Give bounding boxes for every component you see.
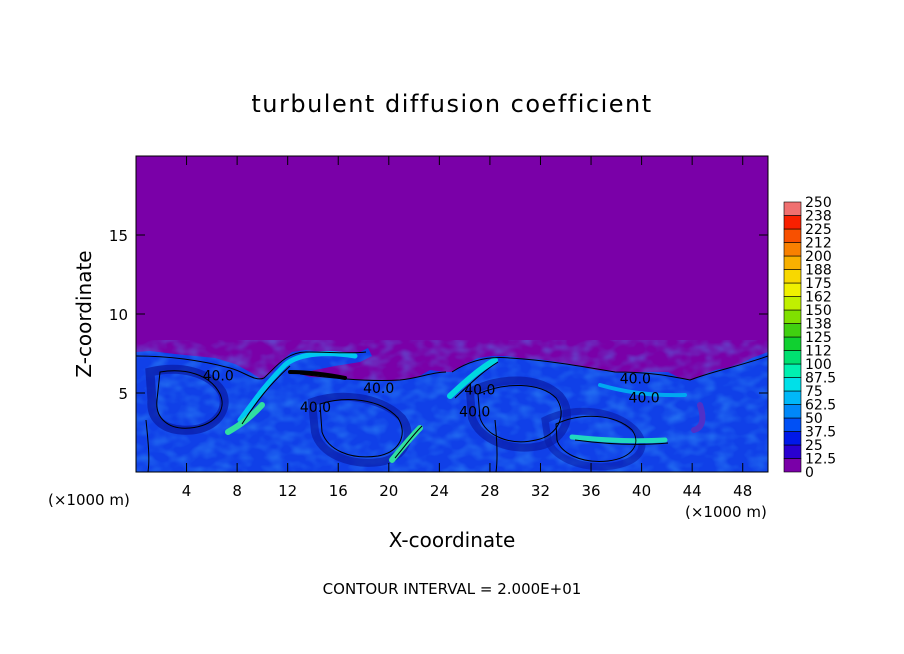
x-tick-label: 32 xyxy=(531,482,550,500)
colorbar-label: 250 xyxy=(805,195,832,211)
contour-lines xyxy=(136,351,768,472)
colorbar-swatch xyxy=(783,390,802,405)
colorbar-label: 225 xyxy=(805,222,832,238)
colorbar-swatch xyxy=(783,363,802,378)
x-tick-label: 12 xyxy=(278,482,297,500)
y-axis-label: Z-coordinate xyxy=(72,250,96,377)
colorbar-swatch xyxy=(783,323,802,338)
contour-label: 40.0 xyxy=(620,372,651,388)
contour-label: 40.0 xyxy=(363,381,394,397)
colorbar-swatch xyxy=(783,242,802,257)
colorbar-label: 150 xyxy=(805,303,832,319)
colorbar-swatch xyxy=(783,215,802,230)
colorbar-swatch xyxy=(783,377,802,392)
y-tick-label: 5 xyxy=(118,385,128,403)
colorbar-label: 238 xyxy=(805,209,832,225)
colorbar-swatch xyxy=(783,350,802,365)
y-tick-label: 10 xyxy=(109,306,128,324)
plot-area xyxy=(135,155,769,473)
colorbar-label: 112 xyxy=(805,344,832,360)
colorbar-label: 100 xyxy=(805,357,832,373)
colorbar-swatch xyxy=(783,228,802,243)
x-unit-right: (×1000 m) xyxy=(685,503,767,521)
colorbar-label: 37.5 xyxy=(805,425,836,441)
contour-label: 40.0 xyxy=(203,368,234,384)
colorbar-label: 25 xyxy=(805,438,823,454)
colorbar-label: 175 xyxy=(805,276,832,292)
colorbar-label: 62.5 xyxy=(805,398,836,414)
colorbar-label: 188 xyxy=(805,263,832,279)
colorbar-label: 75 xyxy=(805,384,823,400)
x-tick-label: 24 xyxy=(430,482,449,500)
colorbar-swatch xyxy=(783,255,802,270)
x-tick-label: 20 xyxy=(379,482,398,500)
colorbar-label: 200 xyxy=(805,249,832,265)
contour-label: 40.0 xyxy=(459,405,490,421)
colorbar-label: 0 xyxy=(805,465,814,481)
turbulent-texture xyxy=(136,340,768,472)
x-tick-label: 36 xyxy=(581,482,600,500)
x-tick-label: 40 xyxy=(632,482,651,500)
colorbar-swatch xyxy=(783,201,802,216)
colorbar-swatch xyxy=(783,458,802,473)
contour-label: 40.0 xyxy=(629,390,660,406)
x-tick-label: 48 xyxy=(733,482,752,500)
colorbar: 012.52537.55062.57587.510011212513815016… xyxy=(783,195,836,481)
colorbar-label: 87.5 xyxy=(805,371,836,387)
colorbar-swatch xyxy=(783,444,802,459)
x-tick-label: 4 xyxy=(182,482,192,500)
x-tick-label: 8 xyxy=(232,482,242,500)
colorbar-swatch xyxy=(783,296,802,311)
contour-interval-note: CONTOUR INTERVAL = 2.000E+01 xyxy=(323,580,582,598)
colorbar-label: 125 xyxy=(805,330,832,346)
x-tick-label: 16 xyxy=(329,482,348,500)
colorbar-label: 162 xyxy=(805,290,832,306)
y-tick-label: 15 xyxy=(109,227,128,245)
colorbar-label: 50 xyxy=(805,411,823,427)
x-axis: 4 8 12 16 20 24 28 32 36 40 44 48 xyxy=(182,156,752,500)
chart-title: turbulent diffusion coefficient xyxy=(251,90,652,118)
contour-label: 40.0 xyxy=(300,400,331,416)
colorbar-swatch xyxy=(783,417,802,432)
colorbar-label: 12.5 xyxy=(805,452,836,468)
x-tick-label: 44 xyxy=(683,482,702,500)
x-tick-label: 28 xyxy=(480,482,499,500)
colorbar-swatch xyxy=(783,309,802,324)
colorbar-swatch xyxy=(783,282,802,297)
colorbar-label: 138 xyxy=(805,317,832,333)
y-axis: 5 10 15 xyxy=(109,227,768,403)
colorbar-label: 212 xyxy=(805,236,832,252)
contour-label: 40.0 xyxy=(464,383,495,399)
colorbar-swatch xyxy=(783,269,802,284)
colorbar-swatch xyxy=(783,431,802,446)
contour-labels: 40.0 40.0 40.0 40.0 40.0 40.0 40.0 xyxy=(203,368,660,420)
x-axis-label: X-coordinate xyxy=(389,528,516,552)
x-unit-left: (×1000 m) xyxy=(48,491,130,509)
colorbar-swatch xyxy=(783,404,802,419)
colorbar-swatch xyxy=(783,336,802,351)
